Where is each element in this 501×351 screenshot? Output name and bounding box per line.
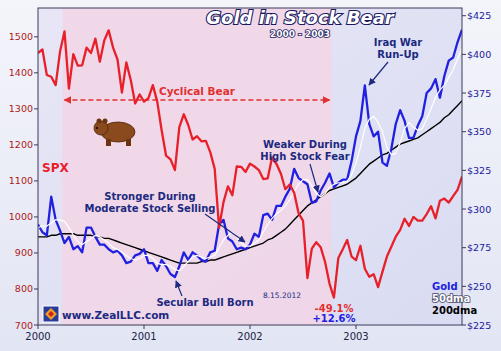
annotation: Weaker DuringHigh Stock Fear [260, 139, 349, 162]
annotation-arrow [176, 281, 182, 296]
y2-tick [462, 325, 466, 326]
annotation: 8.15.2012 [263, 291, 301, 300]
bear-shade-group [62, 8, 331, 325]
x-tick [38, 325, 39, 329]
annotation-arrow [205, 214, 245, 242]
annotation: Iraq WarRun-Up [374, 37, 422, 60]
lines-group [38, 30, 462, 298]
series-line [38, 30, 462, 297]
logo-box [43, 306, 59, 322]
y2-tick [462, 209, 466, 210]
x-tick [250, 325, 251, 329]
y-tick [34, 72, 38, 73]
series-line [38, 30, 462, 277]
y2-tick [462, 54, 466, 55]
y-tick-label: 900 [15, 247, 33, 258]
series-label: Gold [432, 281, 458, 292]
y-tick-label: 700 [15, 320, 33, 331]
y2-tick-label: $225 [467, 320, 491, 331]
y-tick-label: 1100 [9, 175, 33, 186]
y-tick-label: 1300 [9, 103, 33, 114]
y2-tick [462, 93, 466, 94]
bear-market-shade [62, 8, 331, 325]
chart-title: Gold in Stock Bear [206, 7, 395, 28]
y2-tick-label: $325 [467, 165, 491, 176]
y-tick [34, 252, 38, 253]
background [0, 0, 501, 351]
chart: Cyclical Bear 700 800 900 1000 1100 1200 1300 14… [0, 0, 501, 351]
annotation-line: Stronger During [104, 191, 195, 202]
y-tick [34, 180, 38, 181]
chart-subtitle: 2000 - 2003 [270, 29, 330, 39]
annotation: Secular Bull Born [156, 297, 253, 308]
y2-tick [462, 15, 466, 16]
plot-background [38, 8, 462, 325]
annotation-arrow [310, 164, 318, 192]
annotation: www.ZealLLC.com [62, 309, 169, 321]
bear-market-label: Cyclical Bear [159, 85, 236, 97]
bear-icon [94, 119, 135, 147]
y-tick [34, 36, 38, 37]
y-tick-label: 1400 [9, 67, 33, 78]
y2-tick [462, 247, 466, 248]
logo-inner [48, 311, 54, 317]
y-tick [34, 144, 38, 145]
annotation-line: Moderate Stock Selling [85, 203, 216, 214]
annotation-arrow [369, 62, 388, 85]
bear-eye [96, 127, 98, 129]
annotation-line: www.ZealLLC.com [62, 309, 169, 321]
annotation-line: 8.15.2012 [263, 291, 301, 300]
x-tick-label: 2003 [343, 331, 368, 342]
y-tick [34, 216, 38, 217]
series-label: 50dma [432, 293, 470, 304]
annotation-line: +12.6% [312, 313, 355, 324]
series-line [38, 48, 462, 271]
annotation: +12.6% [312, 313, 355, 324]
y2-tick-label: $425 [467, 10, 491, 21]
y-tick-label: 1500 [9, 31, 33, 42]
y-tick-label: 1000 [9, 211, 33, 222]
y2-tick-label: $250 [467, 281, 491, 292]
y2-tick-label: $400 [467, 49, 491, 60]
x-tick-label: 2001 [131, 331, 156, 342]
y-tick [34, 108, 38, 109]
logo-diamond [45, 308, 57, 320]
x-tick [144, 325, 145, 329]
annotation-line: High Stock Fear [260, 151, 349, 162]
plot-frame [38, 8, 462, 325]
annotation-line: Weaker During [263, 139, 347, 150]
logo [43, 306, 59, 322]
x-tick-label: 2000 [25, 331, 50, 342]
bear-leg [126, 139, 131, 146]
x-tick [356, 325, 357, 329]
y2-tick [462, 286, 466, 287]
y2-tick-label: $350 [467, 126, 491, 137]
y2-tick-label: $375 [467, 88, 491, 99]
x-tick-label: 2002 [237, 331, 262, 342]
y-tick [34, 288, 38, 289]
series-label: 200dma [432, 305, 477, 316]
y2-tick [462, 170, 466, 171]
annotation-line: Run-Up [377, 49, 418, 60]
annotation-line: Secular Bull Born [156, 297, 253, 308]
bear-ear [103, 119, 108, 124]
series-label: SPX [42, 161, 69, 175]
bear-market-arrow [64, 99, 329, 100]
bear-leg [106, 139, 111, 146]
bear-ear [97, 119, 102, 124]
y-tick-label: 1200 [9, 139, 33, 150]
annotation-line: Iraq War [374, 37, 422, 48]
y2-tick-label: $275 [467, 242, 491, 253]
y2-tick [462, 131, 466, 132]
y-tick [34, 325, 38, 326]
y-tick-label: 800 [15, 283, 33, 294]
annotation: Stronger DuringModerate Stock Selling [85, 191, 216, 214]
y2-tick-label: $300 [467, 204, 491, 215]
